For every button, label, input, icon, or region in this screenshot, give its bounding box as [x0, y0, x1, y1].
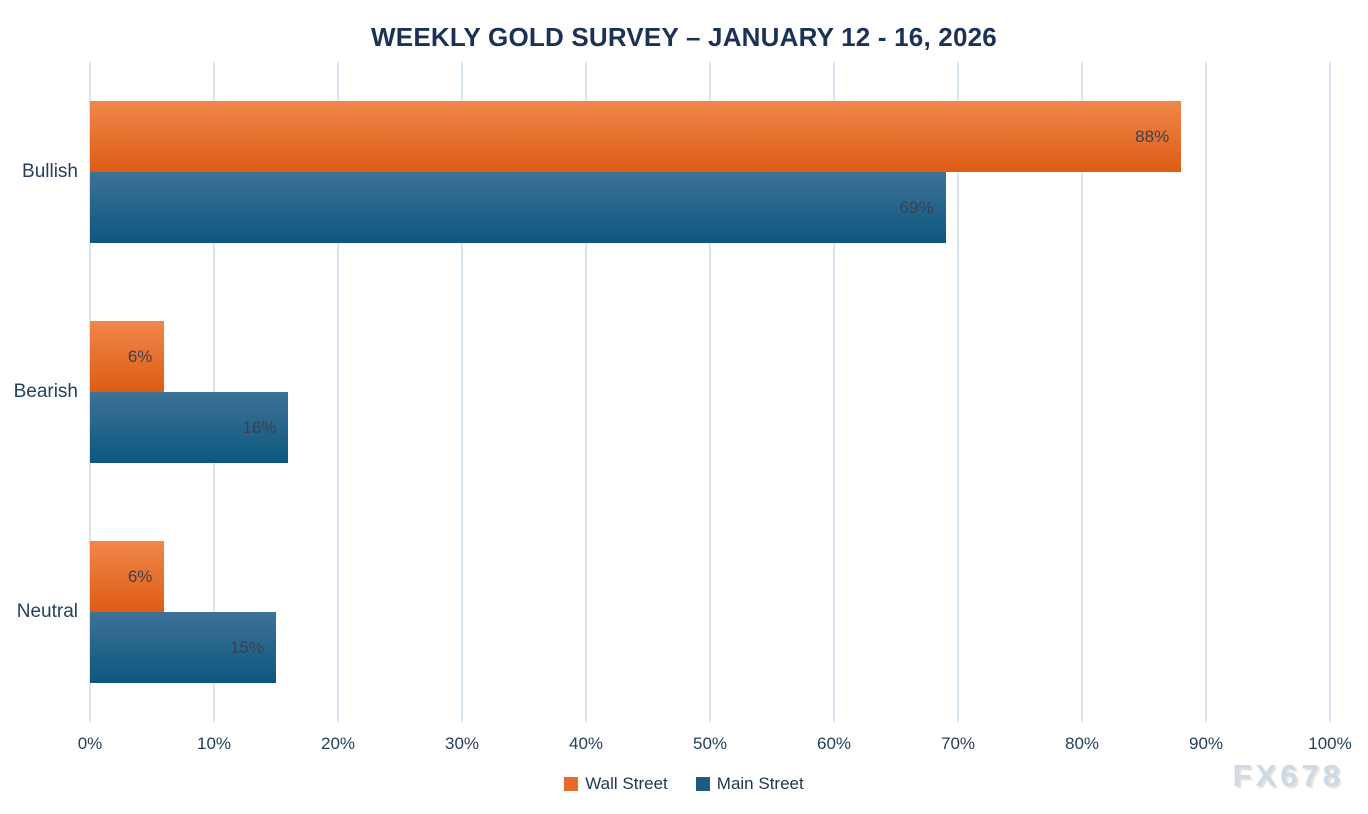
category-label: Bullish [22, 161, 78, 182]
bar-value-label: 16% [242, 417, 277, 437]
watermark: FX678 [1232, 758, 1344, 793]
category-label: Bearish [13, 381, 78, 402]
gridline [1329, 62, 1331, 722]
x-axis-tick-label: 40% [568, 734, 604, 753]
gridline [1205, 62, 1207, 722]
legend-item-wall-street: Wall Street [564, 774, 668, 794]
x-axis-tick-label: 80% [1064, 734, 1100, 753]
bar-value-label: 88% [1135, 126, 1170, 146]
category-label: Neutral [16, 601, 78, 622]
x-axis-tick-label: 20% [320, 734, 356, 753]
x-axis-tick-label: 10% [196, 734, 232, 753]
plot-area: 88% 69% 6% 16% 6% 15% [89, 62, 1331, 722]
chart-title: WEEKLY GOLD SURVEY – JANUARY 12 - 16, 20… [371, 22, 997, 52]
legend-swatch-icon [564, 777, 579, 791]
gridline [709, 62, 711, 722]
gridline [461, 62, 463, 722]
x-axis-tick-label: 100% [1308, 734, 1352, 753]
legend-label: Main Street [716, 774, 804, 793]
bar-bullish-main-street: 69% [90, 172, 946, 243]
gridline [337, 62, 339, 722]
bar-bearish-main-street: 16% [90, 392, 289, 463]
gridline [957, 62, 959, 722]
bar-neutral-wall-street: 6% [90, 541, 165, 612]
x-axis-tick-label: 70% [940, 734, 976, 753]
x-axis-tick-label: 90% [1188, 734, 1224, 753]
gridline [1081, 62, 1083, 722]
bar-value-label: 15% [229, 637, 264, 657]
gridline [585, 62, 587, 722]
bar-bearish-wall-street: 6% [90, 321, 165, 392]
x-axis-tick-label: 30% [444, 734, 480, 753]
gridline [833, 62, 835, 722]
legend-label: Wall Street [585, 774, 668, 793]
x-axis-tick-label: 60% [816, 734, 852, 753]
bar-neutral-main-street: 15% [90, 612, 276, 683]
x-axis-tick-label: 0% [77, 734, 103, 753]
legend-item-main-street: Main Street [695, 774, 804, 794]
bar-value-label: 6% [127, 346, 153, 366]
legend-swatch-icon [695, 777, 710, 791]
legend: Wall Street Main Street [0, 774, 1368, 794]
bar-value-label: 69% [899, 197, 934, 217]
bar-value-label: 6% [127, 566, 153, 586]
x-axis-tick-label: 50% [692, 734, 728, 753]
bar-bullish-wall-street: 88% [90, 101, 1182, 172]
